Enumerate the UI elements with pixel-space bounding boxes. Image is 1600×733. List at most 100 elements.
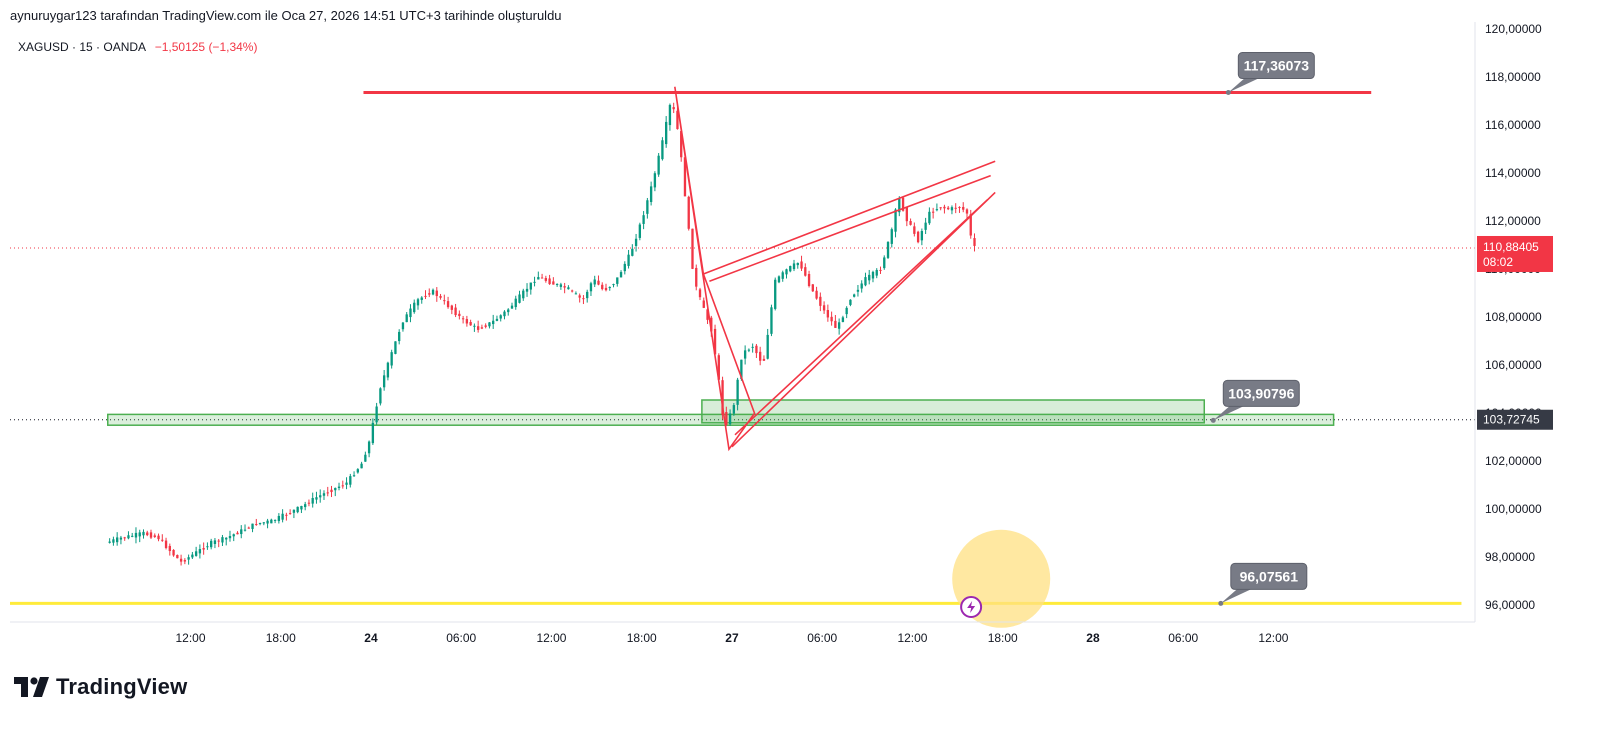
candle-body [875, 270, 878, 276]
candle-body [969, 214, 972, 236]
candle-body [292, 509, 296, 513]
candle-body [883, 257, 886, 269]
candle-body [879, 269, 882, 271]
candle-body [593, 279, 596, 285]
candle-body [409, 308, 412, 318]
y-tick-label: 98,00000 [1485, 550, 1535, 564]
candle-body [743, 350, 747, 359]
candle-body [890, 229, 893, 244]
y-tick-label: 116,00000 [1485, 118, 1541, 132]
candle-body [443, 300, 446, 302]
candle-body [728, 413, 732, 425]
candle-body [680, 131, 683, 158]
candle-body [461, 318, 465, 320]
candle-body [616, 277, 619, 284]
candle-body [116, 537, 119, 543]
candle-body [766, 334, 769, 359]
candle-body [762, 358, 766, 361]
candle-body [619, 272, 623, 278]
candle-body [123, 537, 126, 539]
candle-body [916, 231, 920, 243]
x-tick-label: 12:00 [897, 631, 927, 645]
candle-body [431, 289, 435, 295]
candle-body [300, 505, 303, 510]
y-tick-label: 106,00000 [1485, 358, 1542, 372]
candle-body [270, 519, 273, 524]
candle-body [928, 211, 931, 224]
x-tick-label: 12:00 [175, 631, 205, 645]
candle-body [439, 296, 442, 298]
price-chart[interactable]: 120,00000 118,00000 116,00000 114,00000 112,… [0, 0, 1600, 670]
candle-body [935, 209, 939, 211]
candles-layer [108, 102, 976, 566]
candle-body [837, 322, 841, 329]
candle-body [364, 454, 367, 462]
candle-body [954, 207, 957, 209]
candle-body [484, 325, 487, 327]
candle-body [217, 540, 220, 542]
candle-body [367, 441, 371, 454]
y-tick-label: 118,00000 [1485, 70, 1541, 84]
candle-body [187, 557, 190, 560]
candle-body [476, 326, 480, 330]
candle-body [548, 278, 551, 285]
candle-body [210, 540, 213, 548]
candle-body [849, 299, 852, 305]
candle-body [909, 221, 912, 225]
candle-body [266, 520, 269, 524]
chart-caption: aynuruygar123 tarafından TradingView.com… [10, 8, 562, 23]
candle-body [589, 283, 593, 292]
candle-body [142, 531, 145, 536]
candle-body [507, 309, 510, 313]
candle-body [296, 506, 299, 513]
candle-body [127, 535, 130, 539]
y-tick-label: 112,00000 [1485, 214, 1541, 228]
candle-body [458, 313, 461, 317]
candle-body [164, 540, 168, 549]
candle-body [713, 328, 717, 355]
x-tick-label: 18:00 [988, 631, 1018, 645]
candle-body [860, 283, 863, 289]
countdown-value: 08:02 [1483, 255, 1513, 269]
candle-body [781, 272, 784, 279]
candle-body [608, 286, 611, 289]
x-tick-label: 06:00 [1168, 631, 1198, 645]
candle-body [221, 537, 224, 543]
y-tick-label: 102,00000 [1485, 454, 1542, 468]
symbol-legend[interactable]: XAGUSD · 15 · OANDA −1,50125 (−1,34%) [18, 40, 257, 54]
candle-body [454, 307, 457, 316]
candle-body [198, 549, 202, 554]
candle-body [683, 157, 687, 197]
candle-body [668, 104, 672, 126]
candle-body [642, 215, 645, 224]
x-tick-label: 18:00 [627, 631, 657, 645]
candle-body [574, 293, 578, 295]
support-line-callout-box [1230, 562, 1308, 590]
candle-body [288, 513, 292, 515]
tradingview-brand[interactable]: TradingView [14, 674, 187, 700]
candle-body [759, 351, 762, 361]
candle-body [807, 273, 811, 287]
candle-body [732, 405, 736, 414]
candle-body [390, 352, 393, 366]
candle-body [112, 539, 115, 543]
candle-body [319, 495, 322, 498]
candle-body [330, 489, 333, 493]
candle-body [898, 198, 901, 213]
candle-body [939, 207, 942, 209]
candle-body [736, 379, 739, 405]
y-tick-label: 114,00000 [1485, 166, 1541, 180]
candle-body [262, 522, 265, 524]
candle-body [755, 345, 758, 354]
candle-body [514, 298, 517, 308]
candle-body [307, 502, 311, 504]
candle-body [578, 295, 581, 298]
candle-body [206, 546, 209, 548]
candle-body [533, 281, 536, 283]
candle-body [168, 545, 171, 552]
resistance-callout-dot [1225, 90, 1231, 96]
candle-body [649, 186, 653, 203]
candle-body [251, 523, 254, 529]
candle-body [856, 289, 860, 292]
candle-body [582, 298, 585, 300]
